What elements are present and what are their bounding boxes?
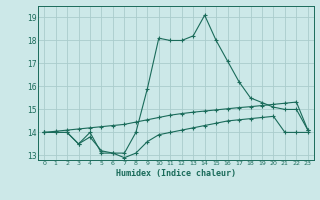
- X-axis label: Humidex (Indice chaleur): Humidex (Indice chaleur): [116, 169, 236, 178]
